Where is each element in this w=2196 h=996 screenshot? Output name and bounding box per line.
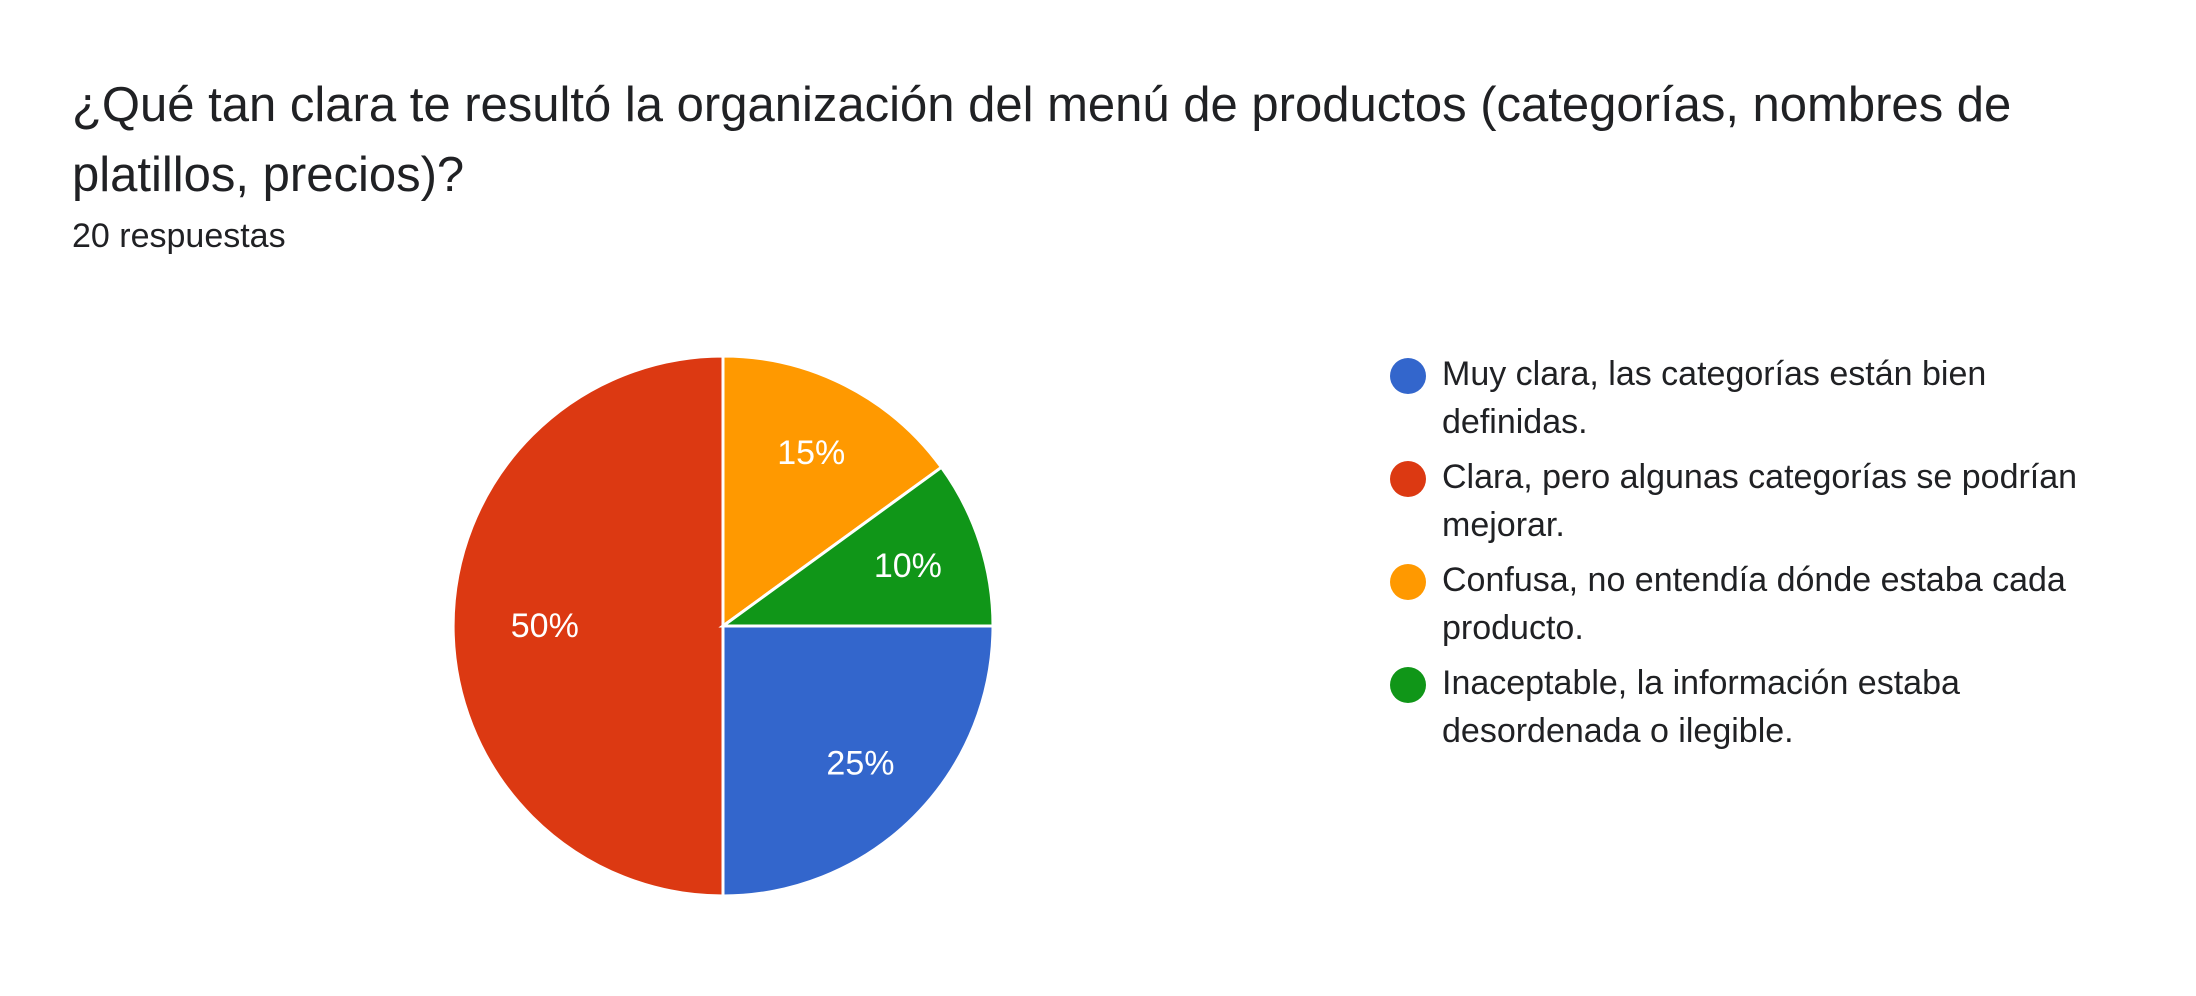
legend-label: Inaceptable, la información estaba desor… [1442, 664, 1960, 750]
slice-percent-label: 15% [777, 434, 845, 472]
chart-legend: Muy clara, las categorías están bien def… [1390, 350, 2110, 762]
legend-swatch [1390, 667, 1426, 703]
legend-label: Confusa, no entendía dónde estaba cada p… [1442, 561, 2066, 647]
pie-slice [721, 354, 944, 629]
legend-swatch [1390, 358, 1426, 394]
legend-label: Clara, pero algunas categorías se podría… [1442, 458, 2078, 544]
slice-percent-label: 10% [874, 547, 942, 585]
legend-label: Muy clara, las categorías están bien def… [1442, 355, 1987, 441]
legend-item: Confusa, no entendía dónde estaba cada p… [1390, 556, 2110, 652]
legend-item: Inaceptable, la información estaba desor… [1390, 659, 2110, 755]
pie-slice [451, 354, 725, 898]
legend-item: Clara, pero algunas categorías se podría… [1390, 453, 2110, 549]
pie-slice [718, 465, 995, 628]
slice-percent-label: 25% [826, 744, 894, 782]
legend-item: Muy clara, las categorías están bien def… [1390, 350, 2110, 446]
question-title: ¿Qué tan clara te resultó la organizació… [72, 78, 2012, 202]
response-count: 20 respuestas [72, 217, 286, 255]
legend-swatch [1390, 461, 1426, 497]
slice-percent-label: 50% [511, 607, 579, 645]
pie-slice [721, 624, 995, 898]
legend-swatch [1390, 564, 1426, 600]
